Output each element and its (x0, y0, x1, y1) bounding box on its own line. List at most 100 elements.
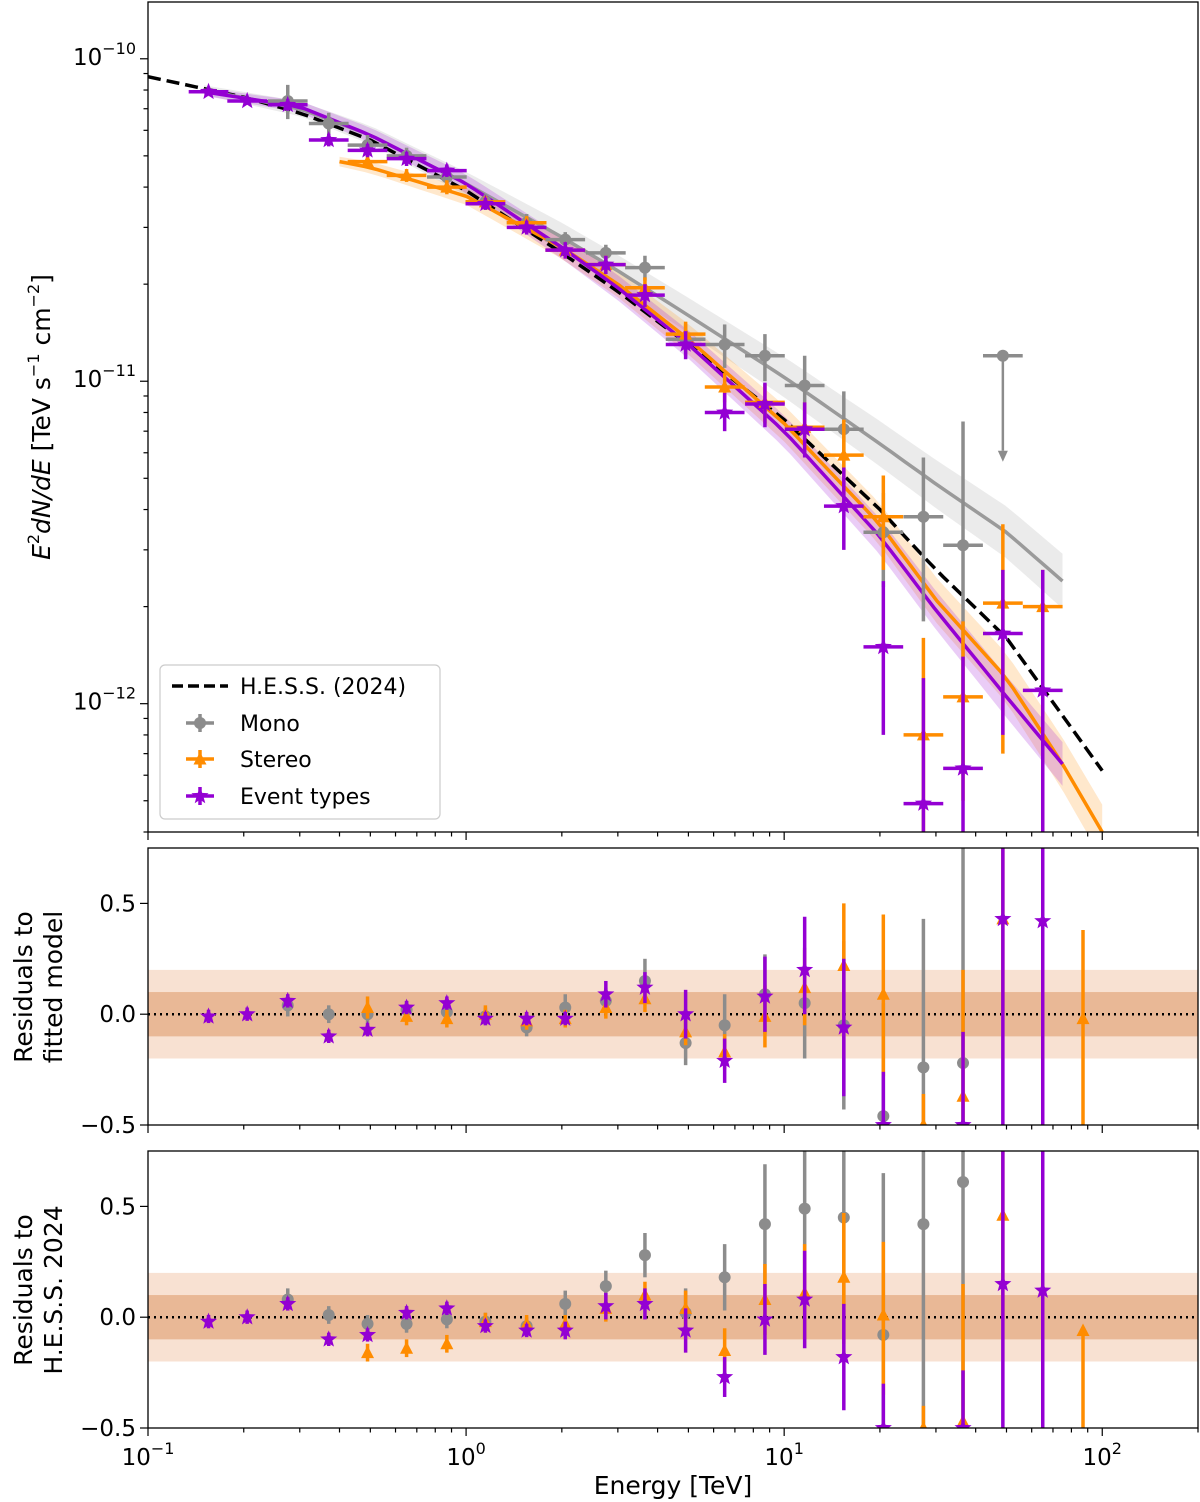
stereo-point (876, 1307, 890, 1321)
residual-bands (148, 1272, 1198, 1362)
mono-confidence-band (204, 85, 1063, 609)
stereo-point (876, 509, 890, 523)
event-types-point (874, 637, 892, 655)
residual-bands (148, 969, 1198, 1059)
mono-point (559, 1297, 572, 1310)
x-tick-exponent: 0 (476, 1439, 486, 1458)
event-types-point (1034, 1281, 1052, 1298)
event-types-point (476, 1009, 494, 1026)
event-types-point (756, 987, 774, 1004)
y-tick-label: −0.5 (80, 1113, 136, 1139)
model-curves (148, 74, 1104, 832)
mono-point (400, 1317, 413, 1330)
legend-label-mono: Mono (240, 712, 300, 737)
x-tick-base: 10 (1083, 1445, 1112, 1471)
event-types-point (518, 218, 536, 235)
spectrum-axes-frame (147, 1, 1199, 833)
event-types-point (716, 1051, 734, 1068)
mono-point (718, 1019, 731, 1032)
event-types-point (438, 161, 456, 178)
x-tick-base: 10 (122, 1445, 151, 1471)
y-tick-base: 10 (73, 45, 102, 71)
event-types-point (716, 403, 734, 420)
event-types-point (238, 1308, 256, 1325)
event-types-point (796, 960, 814, 978)
x-tick-label: 100 (446, 1439, 485, 1471)
x-tick-base: 10 (764, 1445, 793, 1471)
mono-point (718, 338, 731, 351)
event-types-point (556, 1009, 574, 1026)
legend-label-stereo: Stereo (240, 748, 312, 773)
event-types-point (677, 335, 695, 352)
stereo-point (400, 1009, 414, 1022)
x-tick-label: 101 (764, 1439, 803, 1471)
event-types-point (359, 141, 377, 158)
event-types-point (954, 1116, 972, 1125)
residuals-hess-axes-frame (147, 1150, 1199, 1429)
stereo-point (837, 448, 851, 461)
event-types-point (518, 1009, 536, 1026)
event-types-point (438, 1299, 456, 1316)
mono-point (758, 349, 771, 362)
stereo-point (876, 987, 890, 1000)
mono-upper-limit-head (997, 450, 1008, 462)
event-types-point (796, 1290, 814, 1307)
event-types-point (320, 131, 338, 148)
event-types-point (1034, 912, 1052, 929)
event-types-point (874, 1419, 892, 1428)
event-types-point (1034, 681, 1052, 698)
y-tick-label: 10−10 (73, 39, 136, 71)
event-types-point (200, 1312, 218, 1329)
stereo-point (718, 1343, 732, 1356)
spectrum-y-axis-label: E2dN/dE [TeV s−1 cm−2] (24, 274, 56, 560)
mono-point (957, 1176, 970, 1189)
legend: H.E.S.S. (2024) Mono Stereo Event types (159, 664, 441, 820)
mono-point (440, 1313, 453, 1326)
legend-swatch-stereo (186, 750, 214, 768)
event-types-point (954, 1419, 972, 1428)
y-tick-exponent: −10 (102, 39, 136, 58)
event-types-point (636, 286, 654, 303)
stereo-point (400, 168, 414, 181)
mono-point (322, 1308, 335, 1321)
event-types-point (677, 1321, 695, 1338)
event-types-point (320, 1330, 338, 1347)
x-tick-exponent: 1 (794, 1439, 804, 1458)
legend-label-hess: H.E.S.S. (2024) (240, 675, 406, 700)
event-types-point (677, 1005, 695, 1022)
stereo-model-curve (339, 159, 1104, 832)
event-types-point (636, 978, 654, 995)
stereo-point (718, 379, 732, 393)
x-tick-label: 102 (1083, 1439, 1122, 1471)
event-types-point (518, 1321, 536, 1338)
stereo-point (919, 1118, 928, 1125)
stereo-point (440, 180, 454, 193)
stereo-point (400, 1341, 414, 1354)
x-axis-label: Energy [TeV] (594, 1471, 752, 1500)
stereo-point (679, 1301, 693, 1314)
x-tick-exponent: 2 (1112, 1439, 1122, 1458)
residuals-fitted-panel: 0.5 0.0 −0.5 Residuals tofitted model (9, 847, 1199, 1139)
event-types-point (238, 1005, 256, 1022)
event-types-point (874, 1116, 892, 1125)
event-types-point (914, 794, 932, 811)
mono-point (798, 1202, 811, 1215)
mono-point (322, 1008, 335, 1021)
legend-swatch-mono (186, 714, 214, 732)
stereo-point (440, 1011, 454, 1025)
stereo-point (361, 1000, 375, 1014)
event-types-point (796, 420, 814, 437)
event-types-point (279, 991, 297, 1009)
stereo-point (1076, 1323, 1090, 1336)
mono-upper-limit-point (996, 349, 1009, 362)
mono-point (559, 233, 572, 246)
legend-swatch-event-types (186, 787, 214, 805)
event-types-point (476, 194, 494, 212)
x-tick-exponent: −1 (151, 1439, 175, 1458)
event-types-point (597, 985, 615, 1002)
stereo-point (919, 1421, 928, 1428)
event-types-point (279, 95, 297, 113)
event-types-point (636, 1294, 654, 1312)
residuals-hess-y-axis-label: Residuals toH.E.S.S. 2024 (9, 1205, 68, 1374)
residuals-hess-ticks: 0.50.0−0.510−1 100 101 102 (80, 1194, 1199, 1471)
